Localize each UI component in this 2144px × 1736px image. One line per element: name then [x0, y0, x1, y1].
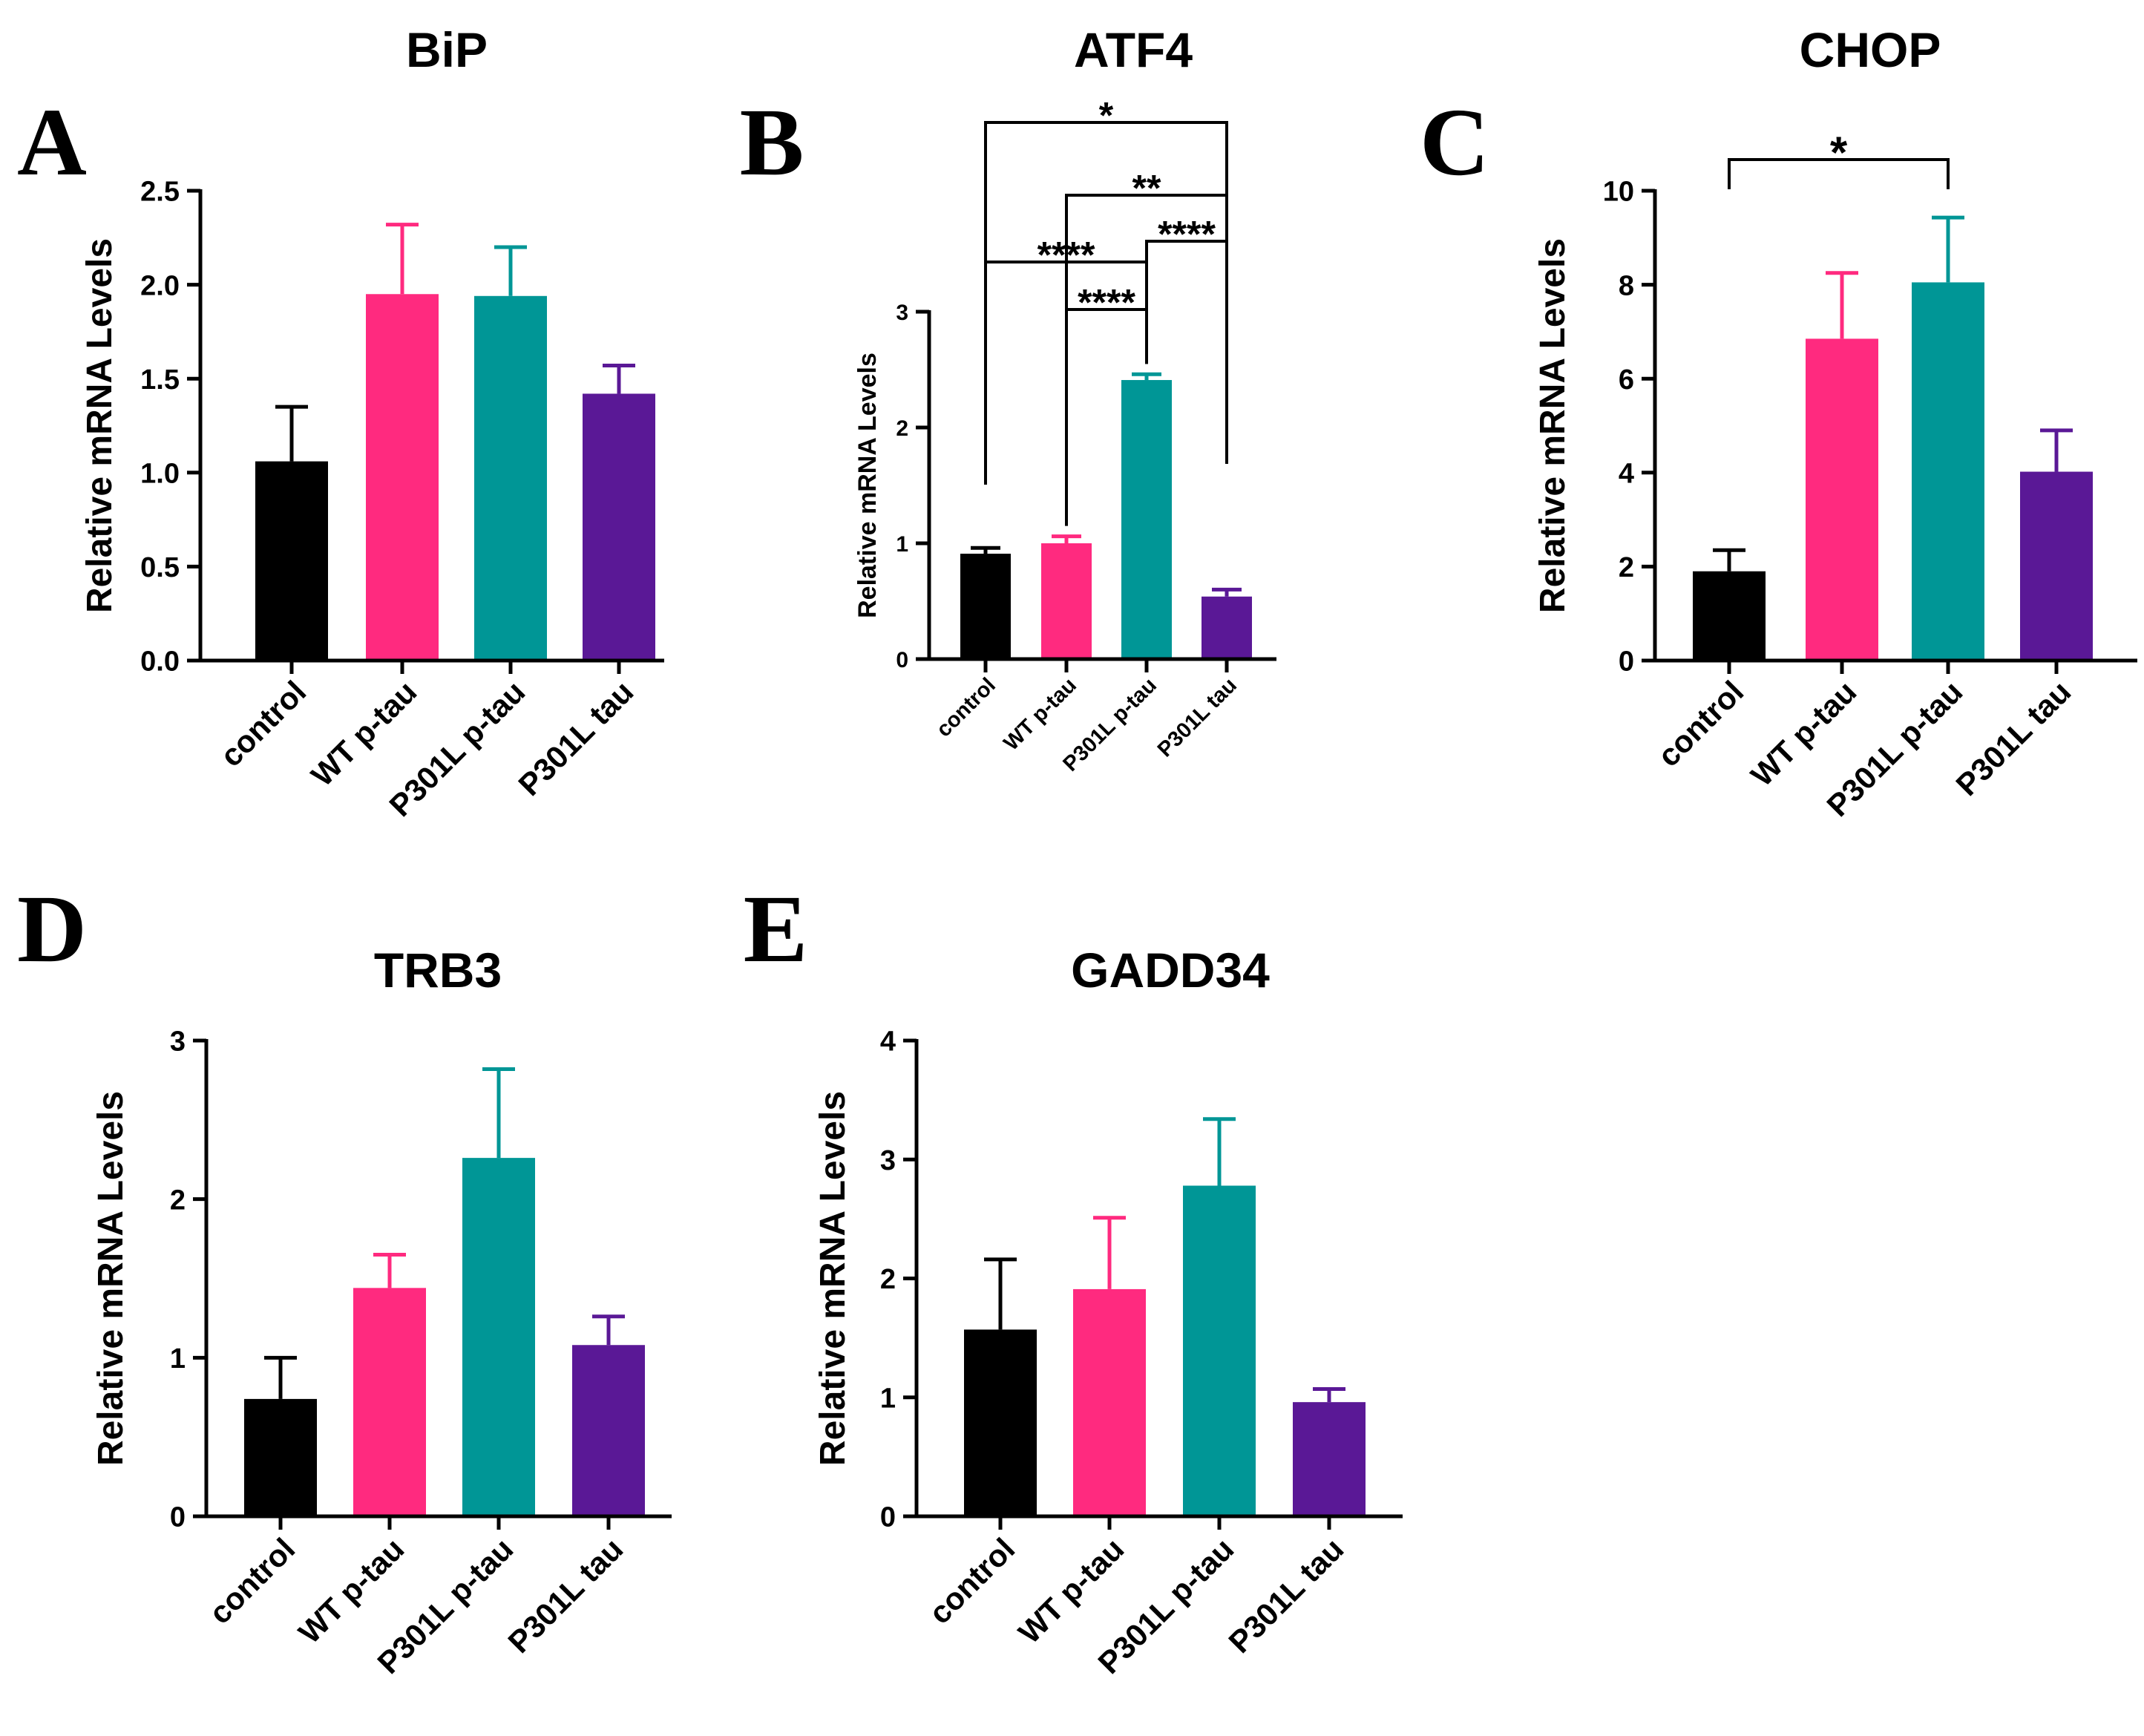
- y-axis-label: Relative mRNA Levels: [80, 238, 119, 613]
- bar-control: [244, 1398, 317, 1516]
- y-tick-label: 4: [1619, 458, 1634, 489]
- y-axis-label: Relative mRNA Levels: [853, 353, 882, 618]
- y-tick-label: 2: [1619, 552, 1634, 583]
- bar-control: [960, 554, 1011, 659]
- significance-label: ****: [1078, 282, 1135, 324]
- y-tick-label: 4: [880, 1026, 896, 1058]
- significance-bracket: [984, 121, 1228, 345]
- y-tick-label: 1: [170, 1343, 186, 1375]
- bar-p301l-p-tau: [1121, 380, 1172, 659]
- chart-panel-a: A BiP Relative mRNA Levels 0.0 0.5 1.0 1.5 2.0 2…: [17, 22, 664, 823]
- bar-control: [255, 461, 328, 661]
- y-tick-label: 2: [880, 1264, 896, 1295]
- chart-title: GADD34: [1071, 943, 1270, 998]
- bar-control: [1693, 571, 1766, 661]
- panel-letter: D: [17, 876, 87, 983]
- y-tick-label: 1: [896, 532, 908, 557]
- y-tick-label: 0: [880, 1502, 896, 1533]
- y-tick-label: 0.5: [140, 552, 180, 583]
- bar-p301l-p-tau: [1183, 1185, 1256, 1516]
- x-tick-label: control: [1650, 674, 1750, 773]
- bar-p301l-tau: [1293, 1402, 1366, 1516]
- y-tick-label: 0.0: [140, 646, 180, 678]
- y-tick-label: 0: [896, 648, 908, 672]
- x-tick-label: control: [213, 674, 312, 773]
- y-axis-label: Relative mRNA Levels: [813, 1091, 853, 1466]
- bar-wt-p-tau: [366, 294, 439, 661]
- x-tick-label: control: [932, 673, 1000, 741]
- y-tick-label: 2: [896, 416, 908, 441]
- significance-label: **: [1132, 168, 1161, 209]
- y-tick-label: 3: [880, 1145, 896, 1176]
- panel-letter: E: [744, 876, 808, 983]
- chart-panel-e: E GADD34 Relative mRNA Levels 0 1 2 3 4 controlW…: [744, 876, 1403, 1680]
- bar-p301l-tau: [572, 1345, 645, 1516]
- y-tick-label: 1: [880, 1383, 896, 1414]
- panel-letter: C: [1420, 89, 1489, 196]
- y-tick-label: 3: [896, 301, 908, 325]
- x-tick-label: control: [202, 1531, 301, 1631]
- bar-p301l-p-tau: [1912, 282, 1984, 661]
- bar-wt-p-tau: [1806, 338, 1878, 661]
- significance-label: ****: [1158, 214, 1216, 255]
- y-axis-label: Relative mRNA Levels: [91, 1091, 131, 1466]
- x-tick-label: P301L tau: [1153, 673, 1242, 761]
- y-axis-label: Relative mRNA Levels: [1533, 238, 1573, 613]
- y-tick-label: 1.5: [140, 364, 180, 396]
- y-tick-label: 6: [1619, 364, 1634, 396]
- bar-p301l-tau: [583, 393, 655, 661]
- x-tick-label: P301L tau: [1222, 1531, 1350, 1660]
- y-tick-label: 8: [1619, 270, 1634, 301]
- y-tick-label: 10: [1603, 177, 1634, 208]
- x-tick-label: P301L tau: [1949, 674, 2077, 802]
- y-tick-label: 0: [1619, 646, 1634, 678]
- x-tick-label: WT p-tau: [1012, 1531, 1130, 1650]
- x-tick-label: P301L tau: [501, 1531, 629, 1660]
- x-tick-label: WT p-tau: [292, 1531, 410, 1650]
- significance-bracket: [1728, 158, 1950, 189]
- chart-title: ATF4: [1074, 22, 1193, 77]
- y-tick-label: 2.0: [140, 270, 180, 301]
- bar-p301l-tau: [2020, 471, 2093, 661]
- chart-title: CHOP: [1800, 22, 1941, 77]
- panel-letter: B: [740, 89, 804, 196]
- bar-p301l-p-tau: [474, 295, 547, 661]
- y-tick-label: 3: [170, 1026, 186, 1058]
- significance-label: *: [1830, 128, 1848, 177]
- x-tick-label: WT p-tau: [1000, 673, 1081, 755]
- y-tick-label: 0: [170, 1502, 186, 1533]
- x-tick-label: P301L tau: [511, 674, 640, 802]
- bar-p301l-p-tau: [462, 1158, 535, 1516]
- chart-title: BiP: [406, 22, 488, 77]
- y-tick-label: 2.5: [140, 177, 180, 208]
- bar-wt-p-tau: [1073, 1288, 1146, 1516]
- chart-title: TRB3: [374, 943, 502, 998]
- x-tick-label: control: [922, 1531, 1021, 1631]
- bar-p301l-tau: [1202, 596, 1252, 659]
- significance-label: *: [1099, 95, 1114, 137]
- bar-control: [964, 1329, 1037, 1516]
- panel-letter: A: [17, 89, 87, 196]
- y-tick-label: 2: [170, 1185, 186, 1216]
- bar-wt-p-tau: [353, 1288, 426, 1516]
- bar-wt-p-tau: [1041, 543, 1092, 659]
- y-tick-label: 1.0: [140, 458, 180, 489]
